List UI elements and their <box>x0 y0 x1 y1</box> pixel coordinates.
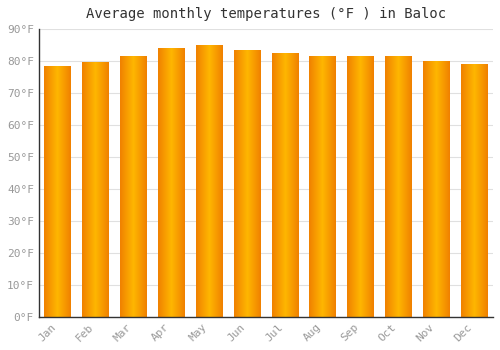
Bar <box>348 56 374 317</box>
Bar <box>234 50 260 317</box>
Bar <box>310 56 336 317</box>
Bar <box>461 64 487 317</box>
Title: Average monthly temperatures (°F ) in Baloc: Average monthly temperatures (°F ) in Ba… <box>86 7 446 21</box>
Bar <box>44 66 71 317</box>
Bar <box>158 48 184 317</box>
Bar <box>272 53 298 317</box>
Bar <box>196 45 222 317</box>
Bar <box>423 61 450 317</box>
Bar <box>120 56 146 317</box>
Bar <box>82 63 109 317</box>
Bar <box>385 56 411 317</box>
